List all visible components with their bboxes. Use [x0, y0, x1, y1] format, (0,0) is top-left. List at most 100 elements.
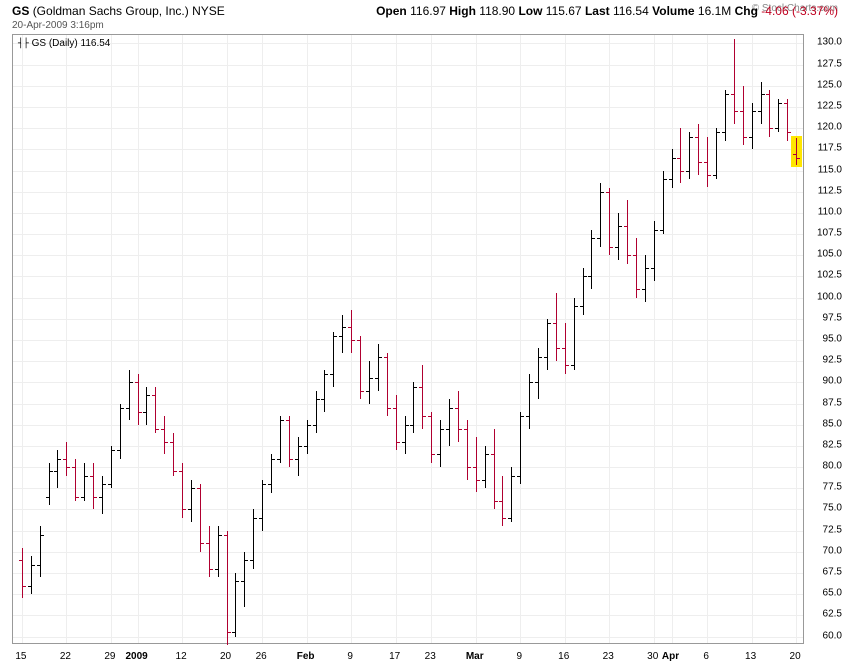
- x-tick-label: 23: [425, 651, 436, 662]
- ohlc-close-tick: [779, 103, 782, 104]
- ohlc-close-tick: [361, 391, 364, 392]
- gridline-v: [396, 35, 397, 643]
- ohlc-bar: [609, 188, 610, 256]
- ohlc-open-tick: [491, 454, 494, 455]
- ohlc-close-tick: [619, 226, 622, 227]
- chart-plot-area: [12, 34, 804, 644]
- ohlc-open-tick: [740, 111, 743, 112]
- x-tick-label: 30: [647, 651, 658, 662]
- high-label: High: [449, 4, 476, 18]
- ohlc-close-tick: [762, 94, 765, 95]
- ohlc-open-tick: [677, 158, 680, 159]
- gridline-h: [13, 65, 803, 66]
- ohlc-close-tick: [699, 162, 702, 163]
- gridline-h: [13, 43, 803, 44]
- x-tick-label: 15: [15, 651, 26, 662]
- ohlc-bar: [618, 213, 619, 260]
- ohlc-open-tick: [286, 420, 289, 421]
- ohlc-bar: [22, 548, 23, 599]
- ohlc-open-tick: [179, 471, 182, 472]
- ohlc-open-tick: [90, 476, 93, 477]
- last-label: Last: [585, 4, 610, 18]
- ohlc-open-tick: [455, 408, 458, 409]
- ohlc-close-tick: [201, 543, 204, 544]
- ohlc-open-tick: [544, 357, 547, 358]
- ohlc-close-tick: [575, 306, 578, 307]
- ohlc-close-tick: [130, 382, 133, 383]
- x-tick-label: 6: [703, 651, 709, 662]
- ohlc-bar: [351, 310, 352, 352]
- ohlc-close-tick: [495, 501, 498, 502]
- ohlc-open-tick: [695, 137, 698, 138]
- ohlc-open-tick: [597, 238, 600, 239]
- ohlc-open-tick: [250, 560, 253, 561]
- ohlc-open-tick: [615, 247, 618, 248]
- ohlc-bar: [316, 391, 317, 433]
- symbol: GS: [12, 4, 29, 18]
- ohlc-bar: [280, 416, 281, 463]
- y-tick-label: 65.0: [823, 588, 842, 599]
- ohlc-open-tick: [562, 348, 565, 349]
- ohlc-open-tick: [339, 336, 342, 337]
- ohlc-bar: [173, 433, 174, 475]
- ohlc-close-tick: [592, 238, 595, 239]
- ohlc-open-tick: [99, 497, 102, 498]
- low-value: 115.67: [546, 4, 582, 18]
- volume-value: 16.1M: [698, 4, 731, 18]
- ohlc-open-tick: [54, 471, 57, 472]
- ohlc-close-tick: [459, 429, 462, 430]
- y-tick-label: 122.5: [817, 101, 842, 112]
- x-tick-label: 9: [516, 651, 522, 662]
- ohlc-close-tick: [165, 442, 168, 443]
- gridline-h: [13, 149, 803, 150]
- y-tick-label: 102.5: [817, 270, 842, 281]
- ohlc-open-tick: [63, 459, 66, 460]
- ohlc-close-tick: [441, 429, 444, 430]
- ohlc-bar: [547, 319, 548, 370]
- ohlc-open-tick: [571, 365, 574, 366]
- ohlc-close-tick: [23, 586, 26, 587]
- ohlc-bar: [520, 412, 521, 484]
- x-tick-label: 16: [558, 651, 569, 662]
- ohlc-close-tick: [308, 425, 311, 426]
- ohlc-open-tick: [473, 467, 476, 468]
- ohlc-bar: [761, 82, 762, 124]
- gridline-h: [13, 404, 803, 405]
- gridline-v: [307, 35, 308, 643]
- ohlc-open-tick: [526, 416, 529, 417]
- ohlc-bar: [413, 382, 414, 433]
- ohlc-close-tick: [637, 289, 640, 290]
- ohlc-open-tick: [766, 94, 769, 95]
- ohlc-close-tick: [139, 412, 142, 413]
- ohlc-bar: [556, 293, 557, 361]
- y-tick-label: 85.0: [823, 418, 842, 429]
- ohlc-close-tick: [744, 137, 747, 138]
- open-value: 116.97: [410, 4, 446, 18]
- ohlc-close-tick: [503, 518, 506, 519]
- ohlc-open-tick: [517, 476, 520, 477]
- ohlc-bar: [93, 463, 94, 510]
- ohlc-close-tick: [557, 348, 560, 349]
- gridline-h: [13, 86, 803, 87]
- ohlc-close-tick: [32, 565, 35, 566]
- ohlc-close-tick: [655, 230, 658, 231]
- x-tick-label: 29: [104, 651, 115, 662]
- ohlc-close-tick: [388, 408, 391, 409]
- ohlc-close-tick: [681, 171, 684, 172]
- x-tick-label: Mar: [466, 651, 484, 662]
- ohlc-close-tick: [272, 459, 275, 460]
- ohlc-bar: [111, 446, 112, 488]
- ohlc-bar: [191, 480, 192, 522]
- ohlc-close-tick: [76, 497, 79, 498]
- ohlc-bar: [716, 128, 717, 179]
- ohlc-close-tick: [566, 365, 569, 366]
- gridline-h: [13, 552, 803, 553]
- ohlc-bar: [57, 450, 58, 488]
- ohlc-bar: [422, 365, 423, 429]
- y-tick-label: 70.0: [823, 545, 842, 556]
- ohlc-open-tick: [321, 399, 324, 400]
- ohlc-open-tick: [277, 459, 280, 460]
- gridline-v: [609, 35, 610, 643]
- ohlc-bar: [672, 149, 673, 187]
- ohlc-bar: [271, 454, 272, 492]
